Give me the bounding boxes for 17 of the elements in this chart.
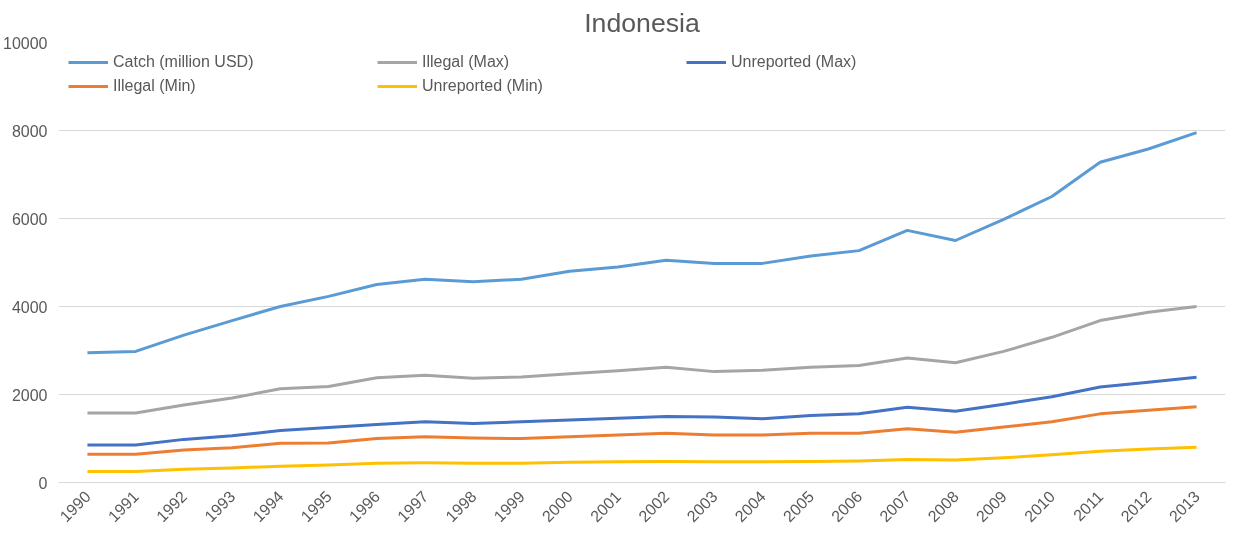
- legend-label: Illegal (Max): [422, 53, 511, 71]
- legend-label: Catch (million USD): [113, 53, 255, 71]
- legend-label: Illegal (Min): [113, 77, 197, 95]
- legend-label: Unreported (Min): [422, 77, 544, 95]
- line-series: [85, 405, 1199, 456]
- y-tick-label: 10000: [3, 34, 48, 52]
- y-tick-label: 0: [38, 474, 48, 492]
- y-tick-label: 6000: [11, 210, 48, 228]
- y-tick-label: 2000: [11, 386, 48, 404]
- line-series: [85, 305, 1199, 415]
- line-series: [85, 131, 1199, 355]
- y-tick-label: 4000: [11, 298, 48, 316]
- line-series: [85, 375, 1199, 447]
- line-series: [85, 445, 1199, 473]
- legend-label: Unreported (Max): [731, 53, 858, 71]
- chart-title: Indonesia: [584, 7, 700, 38]
- y-tick-label: 8000: [11, 122, 48, 140]
